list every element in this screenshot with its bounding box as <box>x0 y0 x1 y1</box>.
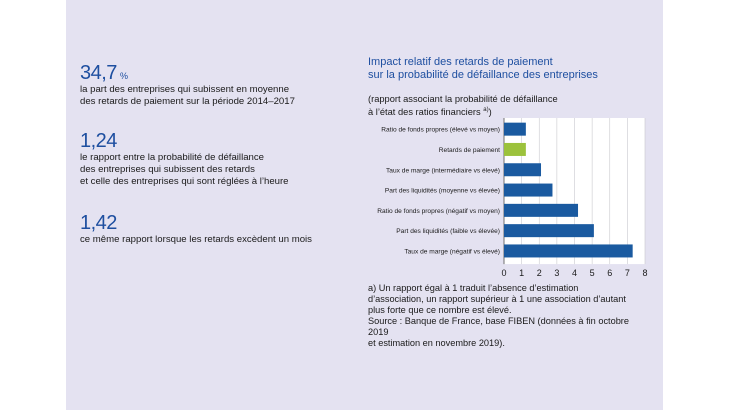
stat-ratio-over-one-month: 1,42 ce même rapport lorsque les retards… <box>80 212 312 246</box>
stat-description-line: le rapport entre la probabilité de défai… <box>80 152 265 163</box>
chart-title-line: Impact relatif des retards de paiement <box>368 56 553 68</box>
stat-description-line: la part des entreprises qui subissent en… <box>80 84 290 95</box>
bar <box>504 203 579 217</box>
stat-default-ratio: 1,24 le rapport entre la probabilité de … <box>80 130 289 188</box>
x-tick-label: 4 <box>572 268 577 278</box>
horizontal-bar-chart: 0 1 2 3 4 5 6 7 8 Ratio de fonds propres (élevé v… <box>377 118 648 278</box>
x-tick-label: 7 <box>625 268 630 278</box>
note-line: et estimation en novembre 2019). <box>368 338 505 348</box>
category-label: Taux de marge (négatif vs élevé) <box>404 248 500 255</box>
stat-description-line: et celle des entreprises qui sont réglée… <box>80 176 289 187</box>
chart-title-line: sur la probabilité de défaillance des en… <box>368 69 598 81</box>
chart-subtitle: (rapport associant la probabilité de déf… <box>368 94 638 118</box>
stat-share-late-payments: 34,7% la part des entreprises qui subiss… <box>80 62 295 108</box>
note-line: Source : Banque de France, base FIBEN (d… <box>368 316 629 337</box>
chart-subtitle-line: (rapport associant la probabilité de déf… <box>368 94 558 104</box>
chart-subtitle-close: ) <box>488 107 492 118</box>
stat-unit: % <box>119 71 128 81</box>
stat-description-line: ce même rapport lorsque les retards excè… <box>80 234 312 245</box>
x-tick-label: 3 <box>554 268 559 278</box>
bar <box>504 142 526 156</box>
chart-title: Impact relatif des retards de paiement s… <box>368 56 648 82</box>
note-line: plus forte que ce nombre est élevé. <box>368 305 512 315</box>
category-label: Ratio de fonds propres (élevé vs moyen) <box>381 127 500 134</box>
bar <box>504 183 553 197</box>
note-line: d’association, un rapport supérieur à 1 … <box>368 294 626 304</box>
category-label: Retards de paiement <box>439 147 500 154</box>
x-tick-label: 2 <box>537 268 542 278</box>
x-tick-label: 1 <box>519 268 524 278</box>
bar <box>504 244 633 258</box>
bar <box>504 122 526 136</box>
x-tick-label: 5 <box>590 268 595 278</box>
chart-notes: a) Un rapport égal à 1 traduit l’absence… <box>368 283 650 349</box>
category-label: Taux de marge (intermédiaire vs élevé) <box>386 167 500 174</box>
x-tick-label: 6 <box>607 268 612 278</box>
chart-subtitle-line: à l’état des ratios financiers <box>368 107 481 118</box>
category-label: Ratio de fonds propres (négatif vs moyen… <box>377 208 500 215</box>
x-tick-label: 8 <box>642 268 647 278</box>
bar <box>504 163 542 177</box>
x-tick-label: 0 <box>501 268 506 278</box>
bar <box>504 224 594 238</box>
stat-value: 1,42 <box>80 212 117 234</box>
stat-description-line: des entreprises qui subissent des retard… <box>80 164 255 175</box>
footnote-marker: a) <box>483 107 489 113</box>
stat-value: 34,7 <box>80 62 117 84</box>
stat-value: 1,24 <box>80 130 117 152</box>
category-label: Part des liquidités (faible vs élevée) <box>396 228 500 235</box>
category-label: Part des liquidités (moyenne vs élevée) <box>385 188 500 195</box>
stat-description-line: des retards de paiement sur la période 2… <box>80 96 295 107</box>
note-line: a) Un rapport égal à 1 traduit l’absence… <box>368 283 579 293</box>
